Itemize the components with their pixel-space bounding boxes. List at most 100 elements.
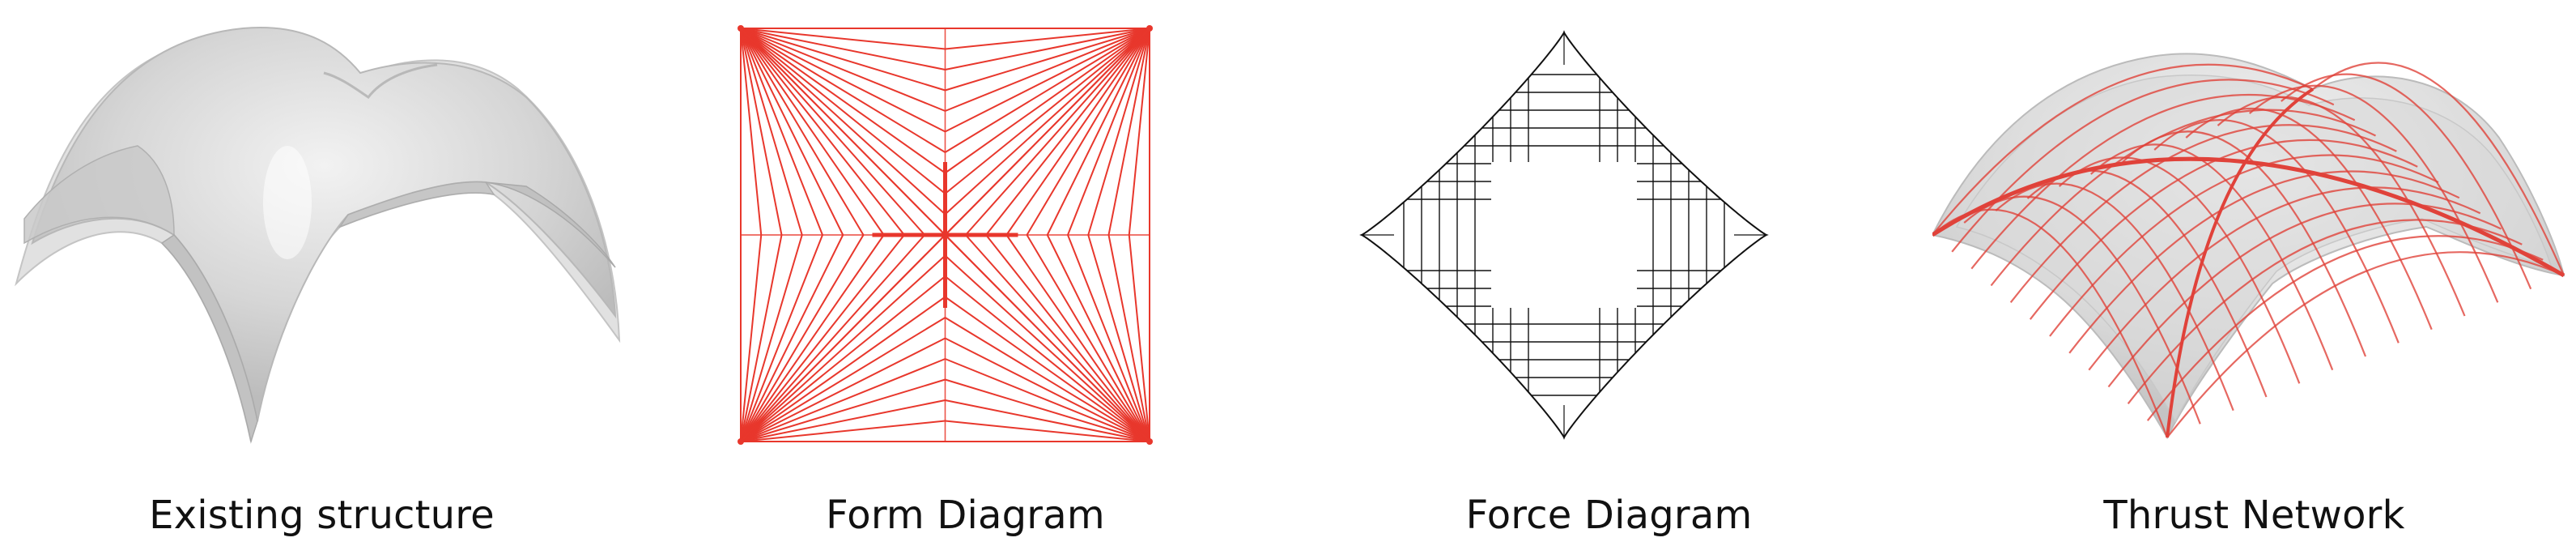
form-fan-line [944,254,1150,442]
form-fan-line [945,358,1150,442]
thrust-arch-line [2088,186,2481,371]
form-fan-line [1026,234,1150,442]
form-fan-line [1107,28,1150,236]
force-center-face [1491,162,1637,308]
form-support-node [1146,438,1153,445]
form-fan-line [1046,234,1150,442]
form-fan-line [740,358,946,442]
existing-structure-shell [15,27,621,444]
thrust-main-rib [1932,156,2565,278]
form-fan-line [1026,28,1150,236]
form-fan-line [945,28,1150,112]
form-fan-line [1067,234,1150,442]
form-fan-line [740,234,905,442]
form-fan-line [740,234,865,442]
form-fan-line [740,28,946,215]
form-fan-line [740,234,844,442]
shell-front-edge-right [338,181,495,228]
thrust-arch-line [2009,124,2397,303]
form-fan-line [1005,28,1150,236]
form-fan-line [944,28,1150,215]
form-fan-line [944,28,1150,194]
form-fan-line [740,28,844,236]
shell-highlight [263,146,312,259]
form-fan-line [1046,28,1150,236]
form-fan-line [1128,28,1150,236]
shell-left-wing [23,145,175,245]
thrust-arch-line [2090,143,2334,371]
form-fan-line [740,234,925,442]
thrust-arch-line [2248,84,2499,303]
form-fan-line [944,296,1150,442]
thrust-network [1932,53,2565,440]
form-support-node [738,438,744,445]
form-fan-line [944,234,1150,442]
form-fan-line [740,28,946,236]
form-fan-line [944,28,1150,153]
form-support-node [738,25,744,32]
form-fan-line [1067,28,1150,236]
form-diagram [738,25,1153,445]
form-fan-line [740,28,925,236]
form-fan-line [740,28,946,174]
form-fan-line [740,296,946,442]
form-fan-line [740,234,803,442]
form-fan-line [944,28,1150,174]
form-fan-line [740,28,823,236]
form-fan-line [945,28,1150,70]
form-fan-line [945,28,1150,133]
thrust-arch-line [2049,154,2439,337]
form-fan-line [740,420,946,442]
form-fan-line [1087,28,1150,236]
force-diagram [1359,30,1769,440]
form-fan-line [740,28,803,236]
form-fan-line [740,28,946,153]
form-fan-line [944,28,1150,236]
thrust-arch-line [2068,170,2460,354]
thrust-arch-line [1990,109,2376,287]
form-fan-line [945,420,1150,442]
form-fan-line [740,234,823,442]
form-fan-line [945,378,1150,442]
form-fan-line [740,28,946,92]
form-fan-line [740,234,783,442]
thrust-arch-line [2146,235,2544,421]
caption-force-diagram: Force Diagram [1465,493,1753,538]
panel-form-diagram: Form Diagram [644,0,1287,559]
form-fan-line [740,28,885,236]
form-fan-line [740,275,946,442]
form-fan-line [740,399,946,442]
form-fan-line [965,28,1150,236]
thrust-arch-line [2058,156,2301,384]
form-fan-line [740,234,946,442]
form-fan-line [740,234,763,442]
form-fan-line [740,28,946,194]
panel-force-diagram: Force Diagram [1287,0,1931,559]
form-fan-line [740,378,946,442]
caption-thrust-network: Thrust Network [2103,493,2405,538]
form-fan-line [1107,234,1150,442]
form-fan-line [740,28,905,236]
form-fan-line [945,28,1150,50]
form-fan-line [740,28,865,236]
panel-thrust-network: Thrust Network [1932,0,2576,559]
thrust-arch-line [2217,96,2466,317]
form-fan-line [945,399,1150,442]
thrust-arch-line [2029,139,2418,320]
form-fan-line [740,254,946,442]
form-fan-line [1087,234,1150,442]
shell-ridge [323,63,438,100]
thrust-arch-line [2312,62,2565,276]
thrust-arch-line [1932,63,2314,236]
form-fan-line [740,28,946,50]
thrust-main-rib [2166,87,2315,438]
shell-front-edge [160,234,258,444]
form-fan-line [985,28,1150,236]
shell-right-wing [485,181,616,268]
form-fan-line [740,28,783,236]
form-fan-line [945,28,1150,92]
form-fan-line [740,28,763,236]
form-support-node [1146,25,1153,32]
form-fan-line [945,337,1150,442]
form-fan-line [740,337,946,442]
